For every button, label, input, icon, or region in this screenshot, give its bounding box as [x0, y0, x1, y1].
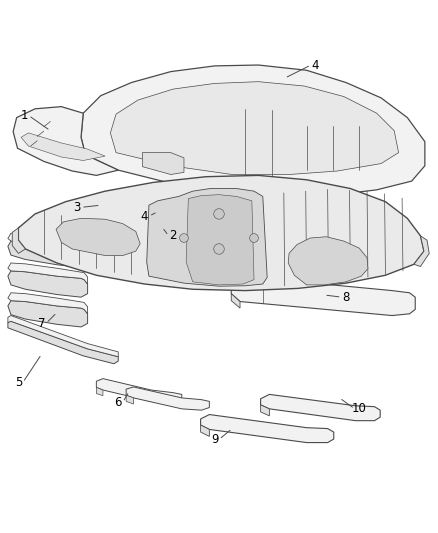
Polygon shape [261, 394, 380, 421]
Polygon shape [13, 107, 118, 175]
Polygon shape [81, 65, 425, 199]
Polygon shape [8, 263, 88, 284]
Polygon shape [12, 228, 25, 253]
Polygon shape [56, 219, 140, 255]
Text: 4: 4 [311, 59, 319, 71]
Polygon shape [8, 233, 88, 254]
Polygon shape [186, 195, 254, 285]
Circle shape [250, 233, 258, 243]
Polygon shape [147, 189, 267, 286]
Polygon shape [261, 405, 269, 416]
Text: 4: 4 [141, 209, 148, 223]
Polygon shape [8, 301, 88, 327]
Polygon shape [8, 293, 88, 314]
Circle shape [180, 233, 188, 243]
Polygon shape [8, 241, 88, 268]
Polygon shape [126, 395, 134, 404]
Polygon shape [142, 152, 184, 174]
Polygon shape [231, 276, 415, 316]
Text: 10: 10 [352, 402, 367, 415]
Polygon shape [231, 294, 240, 308]
Polygon shape [201, 415, 334, 442]
Polygon shape [126, 387, 209, 410]
Polygon shape [8, 271, 88, 297]
Polygon shape [201, 425, 209, 437]
Polygon shape [414, 236, 429, 266]
Polygon shape [18, 175, 424, 290]
Text: 3: 3 [73, 201, 80, 214]
Circle shape [214, 244, 224, 254]
Polygon shape [8, 321, 118, 364]
Text: 6: 6 [114, 396, 122, 409]
Text: 5: 5 [15, 376, 22, 389]
Polygon shape [21, 133, 105, 160]
Polygon shape [96, 378, 182, 403]
Text: 2: 2 [169, 229, 177, 243]
Polygon shape [96, 387, 103, 395]
Polygon shape [110, 82, 399, 174]
Text: 7: 7 [38, 317, 46, 330]
Polygon shape [8, 316, 118, 357]
Polygon shape [288, 237, 368, 285]
Text: 8: 8 [343, 290, 350, 304]
Text: 1: 1 [20, 109, 28, 122]
Circle shape [214, 209, 224, 219]
Text: 9: 9 [211, 433, 219, 446]
